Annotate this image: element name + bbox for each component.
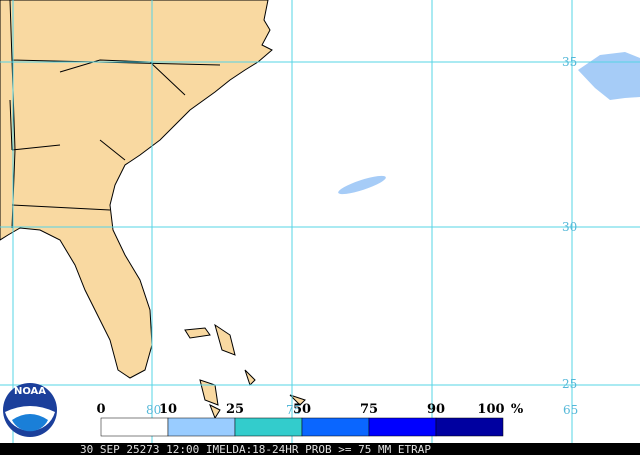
legend-unit: %	[511, 402, 524, 417]
legend-swatch	[167, 417, 236, 437]
lat-label: 25	[562, 377, 577, 391]
legend-tick-label: 10	[159, 402, 177, 417]
legend-swatch	[435, 417, 504, 437]
noaa-logo: NOAA	[3, 383, 57, 437]
logo-text: NOAA	[14, 386, 46, 397]
rain-area	[338, 175, 386, 195]
legend-tick-label: 25	[226, 402, 244, 417]
legend-swatch	[100, 417, 169, 437]
lon-label: 80	[146, 403, 161, 417]
legend-tick-label: 0	[96, 402, 105, 417]
caption: 30 SEP 25273 12:00 IMELDA:18-24HR PROB >…	[80, 443, 431, 455]
legend-tick-label: 50	[293, 402, 311, 417]
legend-tick-label: 75	[360, 402, 378, 417]
legend-swatch	[301, 417, 370, 437]
legend: 0 10 25 50 75 90 100%	[96, 402, 524, 437]
legend-swatch	[234, 417, 303, 437]
lat-label: 35	[562, 55, 577, 69]
lon-label: 75	[286, 403, 301, 417]
legend-swatch	[368, 417, 437, 437]
lat-label: 30	[562, 220, 577, 234]
islands	[184, 323, 306, 420]
caption-bar	[0, 443, 640, 455]
legend-tick-label: 100	[477, 402, 504, 417]
rain-area	[578, 52, 640, 100]
legend-tick-label: 90	[427, 402, 445, 417]
graticule	[0, 0, 640, 443]
lon-label: 65	[563, 403, 578, 417]
land	[0, 0, 273, 379]
